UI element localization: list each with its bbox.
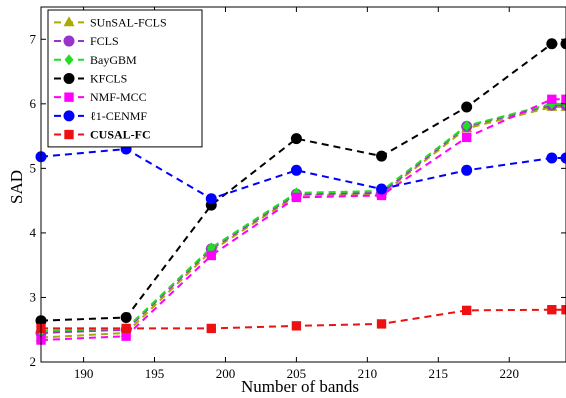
y-axis-label: SAD — [7, 170, 26, 204]
series-5-point-5 — [461, 164, 473, 176]
legend-marker-6 — [64, 129, 74, 140]
series-2-point-5 — [462, 120, 472, 132]
y-tick-label-4: 6 — [30, 96, 37, 111]
y-tick-label-3: 5 — [30, 160, 37, 175]
series-line-5 — [40, 147, 566, 200]
series-3-point-1 — [120, 311, 132, 323]
series-6-point-6 — [547, 305, 557, 315]
series-6-point-3 — [291, 321, 302, 331]
legend-entry-4: NMF-MCC — [54, 90, 147, 104]
x-tick-label-4: 210 — [358, 366, 378, 381]
series-line-3 — [40, 42, 566, 322]
legend: SUnSAL-FCLS FCLS BayGBM KFCLS NMF-MCC ℓ1-CENM… — [47, 9, 203, 148]
series-4-point-3 — [291, 192, 302, 203]
legend-entry-5: ℓ1-CENMF — [54, 109, 147, 123]
series-line-0 — [40, 106, 566, 339]
plot-frame — [40, 6, 566, 363]
x-tick-label-2: 200 — [216, 366, 236, 381]
series-5-point-4 — [376, 183, 388, 195]
series-5-point-3 — [290, 164, 302, 176]
series-6-point-2 — [206, 323, 216, 334]
x-tick-label-3: 205 — [287, 366, 307, 381]
legend-entry-1: FCLS — [54, 34, 119, 48]
x-axis-label: Number of bands — [241, 377, 359, 396]
legend-label-2: BayGBM — [90, 53, 137, 67]
series-5-point-2 — [205, 193, 217, 205]
legend-marker-1 — [63, 35, 75, 47]
legend-marker-0 — [63, 16, 75, 27]
series-5-point-7 — [560, 152, 566, 164]
series-5-point-6 — [546, 152, 558, 164]
series-4-point-4 — [376, 190, 387, 201]
series-5 — [35, 143, 566, 205]
axes-layer: 190 195 200 205 210 215 220 2 3 4 5 6 7 — [30, 6, 566, 381]
legend-marker-3 — [63, 72, 75, 84]
y-tick-label-2: 4 — [30, 225, 37, 240]
legend-label-3: KFCLS — [90, 71, 127, 85]
legend-label-5: ℓ1-CENMF — [90, 109, 147, 123]
series-4-point-6 — [547, 94, 557, 104]
series-4-point-7 — [561, 94, 566, 104]
legend-entry-3: KFCLS — [54, 71, 127, 85]
x-tick-label-0: 190 — [74, 366, 94, 381]
series-3-point-5 — [461, 101, 473, 113]
x-tick-label-5: 215 — [429, 366, 449, 381]
legend-marker-4 — [64, 92, 74, 102]
series-6-point-7 — [561, 305, 566, 315]
legend-label-4: NMF-MCC — [90, 90, 147, 104]
legend-marker-5 — [63, 110, 75, 122]
series-line-4 — [40, 98, 566, 342]
y-tick-label-5: 7 — [30, 31, 37, 46]
legend-entry-6: CUSAL-FC — [54, 128, 151, 142]
series-3-point-4 — [376, 150, 388, 162]
y-tick-label-1: 3 — [30, 289, 37, 304]
legend-entry-2: BayGBM — [54, 53, 137, 67]
legend-label-1: FCLS — [90, 34, 119, 48]
series-6-point-4 — [376, 319, 387, 329]
series-6-point-1 — [121, 323, 131, 334]
series-line-6 — [41, 308, 566, 330]
series-6-point-5 — [462, 305, 472, 316]
series-4-point-1 — [121, 331, 131, 341]
series-line-1 — [40, 104, 566, 334]
legend-entry-0: SUnSAL-FCLS — [54, 15, 167, 29]
legend-marker-2 — [64, 54, 74, 66]
series-4-point-2 — [206, 250, 216, 261]
series-3-point-7 — [560, 38, 566, 50]
x-tick-label-1: 195 — [145, 366, 165, 381]
series-layer — [35, 38, 566, 345]
y-tick-label-0: 2 — [30, 354, 37, 369]
x-tick-label-6: 220 — [499, 366, 519, 381]
series-3-point-6 — [546, 38, 558, 50]
series-3-point-3 — [290, 133, 302, 145]
legend-label-0: SUnSAL-FCLS — [90, 15, 167, 29]
legend-label-6: CUSAL-FC — [90, 128, 151, 142]
series-6 — [36, 305, 566, 334]
series-2-point-2 — [206, 242, 216, 254]
series-4-point-5 — [462, 132, 472, 143]
series-line-2 — [40, 102, 566, 333]
